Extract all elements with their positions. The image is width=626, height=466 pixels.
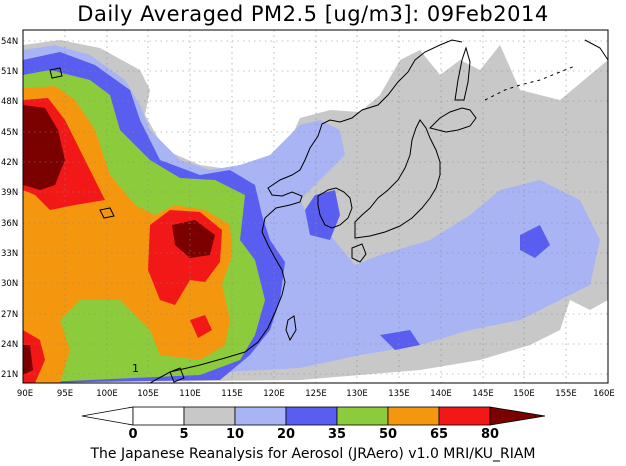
concentration-field: 1 xyxy=(23,30,608,383)
lon-tick: 140E xyxy=(430,389,452,399)
colorbar-label: 20 xyxy=(277,427,295,442)
lon-tick: 160E xyxy=(593,389,615,399)
coast-korea xyxy=(317,187,353,229)
colorbar-swatch-65-80 xyxy=(438,406,491,426)
colorbar-label: 80 xyxy=(481,427,499,442)
pm25-band-20-35 xyxy=(520,225,550,258)
lat-tick: 51N xyxy=(1,67,18,77)
colorbar-label: 35 xyxy=(328,427,346,442)
pm25-band-above-80 xyxy=(172,220,215,258)
lon-tick: 105E xyxy=(137,389,159,399)
pm25-band-above-80 xyxy=(23,105,65,190)
lat-tick: 48N xyxy=(1,97,18,107)
lon-tick: 145E xyxy=(472,389,494,399)
lat-tick: 33N xyxy=(1,249,18,259)
colorbar-below-0 xyxy=(81,406,134,426)
coast-sakhalin xyxy=(454,46,471,101)
colorbar-above-80 xyxy=(489,406,546,426)
colorbar-swatch-0-5 xyxy=(132,406,185,426)
colorbar xyxy=(81,406,546,426)
pm25-band-20-35 xyxy=(380,330,420,350)
coast-taiwan xyxy=(285,315,297,342)
lon-tick: 120E xyxy=(263,389,285,399)
colorbar-label: 0 xyxy=(128,427,137,442)
coast-kyushu xyxy=(351,243,367,263)
lon-tick: 150E xyxy=(513,389,535,399)
colorbar-swatch-5-10 xyxy=(183,406,236,426)
lon-tick: 130E xyxy=(346,389,368,399)
lat-tick-labels: 21N 24N 27N 30N 33N 36N 39N 42N 45N 48N … xyxy=(1,37,18,380)
footer-credit: The Japanese Reanalysis for Aerosol (JRA… xyxy=(90,446,536,462)
lon-tick: 125E xyxy=(305,389,327,399)
coast-hokkaido xyxy=(429,107,477,133)
coastlines xyxy=(49,39,608,383)
colorbar-label: 5 xyxy=(179,427,188,442)
colorbar-swatch-10-20 xyxy=(234,406,287,426)
coast-inland xyxy=(99,207,115,219)
lat-tick: 27N xyxy=(1,310,18,320)
colorbar-swatch-50-65 xyxy=(387,406,440,426)
lon-tick: 95E xyxy=(57,389,73,399)
lon-tick: 115E xyxy=(221,389,243,399)
colorbar-label: 50 xyxy=(379,427,397,442)
lat-tick: 42N xyxy=(1,158,18,168)
colorbar-swatch-20-35 xyxy=(285,406,338,426)
lon-tick: 90E xyxy=(17,389,33,399)
coast-kamchatka xyxy=(584,39,608,61)
coast-mainland xyxy=(149,39,463,383)
grid-lines xyxy=(23,30,608,383)
lon-tick: 135E xyxy=(388,389,410,399)
lon-tick-labels: 90E 95E 100E 105E 110E 115E 120E 125E 13… xyxy=(17,389,615,399)
lat-tick: 24N xyxy=(1,340,18,350)
map-title: Daily Averaged PM2.5 [ug/m3]: 09Feb2014 xyxy=(77,2,549,26)
plot-frame xyxy=(22,29,609,384)
pm25-band-65-80 xyxy=(190,315,212,338)
coast-hainan xyxy=(169,367,185,383)
pm25-band-above-80 xyxy=(23,345,33,375)
lat-tick: 39N xyxy=(1,188,18,198)
lon-tick: 110E xyxy=(179,389,201,399)
colorbar-labels: 0 5 10 20 35 50 65 80 xyxy=(128,427,499,442)
colorbar-label: 65 xyxy=(430,427,448,442)
lon-tick: 155E xyxy=(555,389,577,399)
lat-tick: 45N xyxy=(1,128,18,138)
lat-tick: 36N xyxy=(1,219,18,229)
lat-tick: 21N xyxy=(1,370,18,380)
lon-tick: 100E xyxy=(96,389,118,399)
coast-lake xyxy=(49,67,63,79)
colorbar-swatch-35-50 xyxy=(336,406,389,426)
inline-contour-label: 1 xyxy=(132,362,139,375)
colorbar-label: 10 xyxy=(226,427,244,442)
lat-tick: 30N xyxy=(1,279,18,289)
coast-honshu xyxy=(354,119,441,239)
lat-tick: 54N xyxy=(1,37,18,47)
